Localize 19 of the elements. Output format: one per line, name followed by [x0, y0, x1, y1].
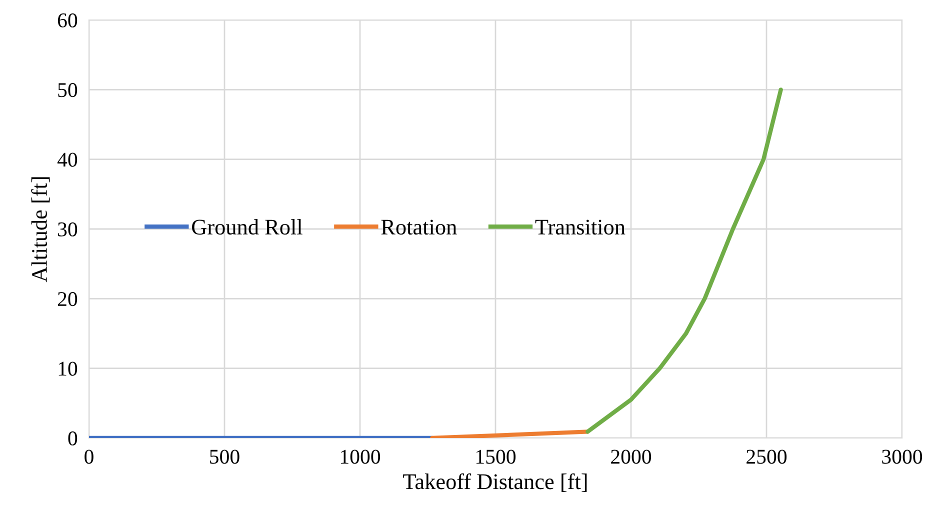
x-tick-label: 1500	[476, 450, 516, 464]
x-tick-label: 3000	[882, 450, 922, 464]
y-tick-label: 20	[58, 292, 78, 306]
x-tick-label: 1000	[341, 450, 380, 464]
x-axis-title: Takeoff Distance [ft]	[403, 473, 587, 492]
x-tick-label: 2500	[746, 450, 787, 464]
x-tick-label: 2000	[611, 450, 652, 464]
legend-label: Rotation	[381, 220, 457, 235]
x-tick-label: 500	[210, 450, 240, 464]
y-axis-title: Altitude [ft]	[31, 177, 50, 282]
y-tick-label: 50	[58, 83, 78, 98]
y-tick-label: 30	[58, 222, 78, 236]
legend-label: Ground Roll	[192, 218, 302, 235]
y-tick-label: 60	[58, 13, 78, 28]
y-tick-label: 0	[68, 431, 78, 446]
y-tick-label: 10	[58, 362, 78, 376]
x-tick-label: 0	[84, 450, 94, 464]
legend-label: Transition	[535, 220, 626, 235]
y-tick-label: 40	[57, 152, 78, 167]
